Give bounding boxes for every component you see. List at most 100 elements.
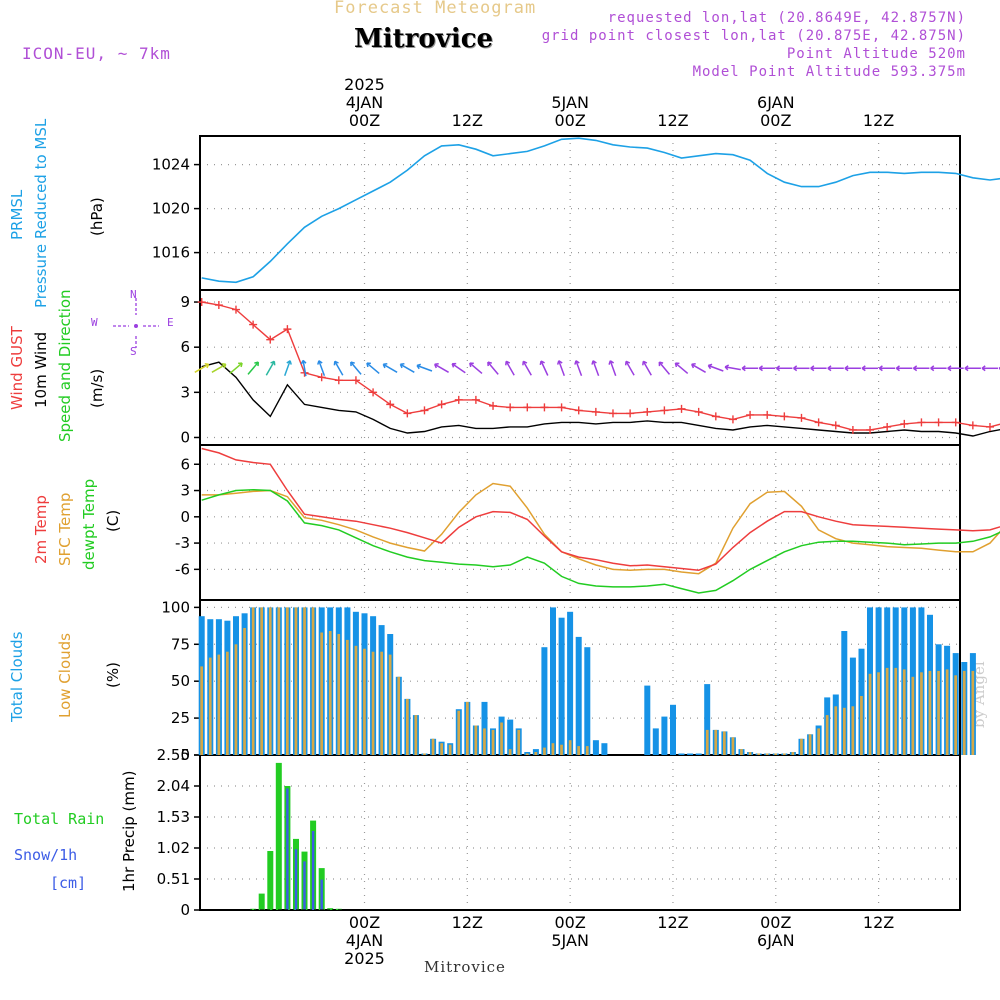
low-cloud-bar (962, 670, 966, 755)
wind-barb-head (895, 365, 900, 372)
low-cloud-bar (286, 607, 289, 755)
low-cloud-bar (208, 657, 212, 755)
clouds-ytick-label: 50 (171, 672, 190, 690)
low-cloud-bar (303, 607, 306, 755)
wind-barb (469, 362, 483, 374)
wind-barb-head (416, 363, 422, 370)
low-cloud-bar (920, 672, 923, 755)
rain-label: Total Rain (14, 810, 105, 828)
total-cloud-bar (507, 719, 514, 755)
top-axis-label: 4JAN (345, 93, 384, 112)
wind-gust-line-point (694, 407, 703, 416)
wind-gust-line-point (557, 403, 566, 412)
total-cloud-bar (678, 753, 685, 755)
wind-barb-head (674, 362, 680, 368)
wind-gust-line-point (454, 395, 463, 404)
wind-gust-line-point (506, 403, 515, 412)
temp-frame (199, 444, 961, 601)
low-cloud-bar (843, 707, 846, 755)
wind-gust-line-point (523, 403, 532, 412)
top-axis-label: 5JAN (551, 93, 589, 112)
wind-barb-head (658, 361, 664, 367)
low-cloud-bar (543, 747, 546, 755)
low-cloud-bar (491, 729, 495, 755)
low-cloud-bar (945, 669, 949, 755)
wind-gust-line-point (780, 412, 789, 421)
closest-coords: grid point closest lon,lat (20.875E, 42.… (541, 28, 966, 44)
low-cloud-bar (251, 607, 255, 755)
snow-bar (311, 831, 315, 910)
low-cloud-bar (937, 670, 940, 755)
clouds-ytick-label: 0 (180, 746, 190, 764)
wind-barb (350, 361, 362, 375)
low-cloud-bar (268, 607, 272, 755)
wind-gust-line-point (831, 421, 840, 430)
wind-gust-line-point (763, 410, 772, 419)
wind-ytick-label: 0 (180, 428, 190, 446)
low-cloud-bar (328, 631, 332, 755)
clouds-ytick-label: 25 (171, 709, 190, 727)
low-cloud-bar (500, 722, 503, 755)
compass-east: E (167, 316, 174, 329)
temp-ytick-label: 3 (180, 482, 190, 500)
low-cloud-bar (860, 696, 863, 755)
low-cloud-bar (568, 740, 572, 755)
low-cloud-bar (868, 673, 872, 755)
low-cloud-bar (388, 654, 392, 755)
wind-gust-line-point (951, 418, 960, 427)
low-cloud-bar (474, 725, 478, 755)
wind-gust-line-point (231, 305, 240, 314)
low-cloud-bar (551, 743, 555, 755)
wind-barb-head (399, 363, 405, 369)
total-cloud-bar (601, 743, 608, 755)
wind-barb (451, 363, 466, 374)
wind-barb-head (204, 363, 210, 369)
low-cloud-bar (448, 744, 452, 755)
wind-barb (334, 360, 344, 376)
wind-barb-head (608, 360, 615, 365)
low-cloud-bar (277, 607, 281, 755)
wind-gust-line-point (797, 413, 806, 422)
snow-bar (286, 788, 289, 910)
wind-barb-head (469, 362, 474, 368)
wind-barb (400, 363, 415, 373)
wind-barb-head (981, 365, 986, 372)
low-cloud-bar (371, 651, 375, 755)
wind-gust-line-point (574, 406, 583, 415)
wind-gust-line-point (351, 376, 360, 385)
low-cloud-bar (320, 632, 323, 755)
low-cloud-bar (517, 729, 521, 755)
wind-barb (674, 362, 689, 374)
bottom-axis-label: 5JAN (551, 931, 589, 950)
total-cloud-bar (670, 704, 676, 755)
wind-barb-head (238, 362, 243, 368)
wind-barb-head (505, 360, 511, 366)
wind-barb-head (254, 361, 260, 367)
low-cloud-bar (911, 676, 915, 755)
bottom-axis-label: 12Z (657, 913, 689, 932)
low-cloud-bar (885, 667, 889, 755)
wind-barb (382, 363, 398, 373)
low-cloud-bar (234, 644, 238, 755)
wind-gust-line-point (608, 409, 617, 418)
low-cloud-bar (740, 749, 743, 755)
low-cloud-bar (260, 607, 263, 755)
wind-barb-head (300, 359, 307, 365)
wind-ytick-label: 9 (180, 293, 190, 311)
bottom-axis-label: 12Z (451, 913, 483, 932)
wind-barb (724, 366, 741, 371)
wind-barb (505, 360, 515, 376)
low-cloud-bar (200, 666, 203, 755)
wind-barb (540, 360, 549, 376)
clouds-ytick-label: 75 (171, 635, 190, 653)
wind-gust-line-point (249, 320, 258, 329)
wind-gust-line-point (917, 418, 926, 427)
low-cloud-bar (423, 753, 426, 755)
wind-barb (625, 360, 635, 376)
wind-gust-line-point (471, 395, 480, 404)
wind-gust-line-point (814, 418, 823, 427)
wind-gust-line-point (746, 410, 755, 419)
wind-barb (265, 360, 275, 376)
precip-ytick-label: 1.02 (157, 839, 190, 857)
wind-gust-line-point (214, 301, 223, 310)
